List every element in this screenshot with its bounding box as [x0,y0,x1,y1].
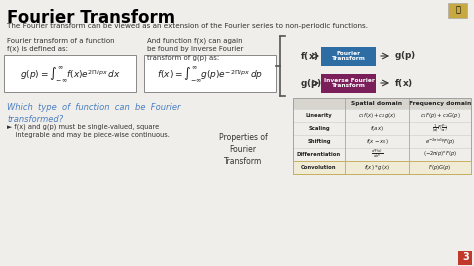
Text: $e^{-2\pi i x_0 p}F(p)$: $e^{-2\pi i x_0 p}F(p)$ [425,136,455,147]
Text: $c_1f(x)+c_2g(x)$: $c_1f(x)+c_2g(x)$ [358,111,396,120]
Text: $f(x-x_0)$: $f(x-x_0)$ [365,137,388,146]
Bar [293,98,471,109]
Text: $\mathbf{g(p)}$: $\mathbf{g(p)}$ [394,49,416,63]
Text: $(-2\pi ip)^n F(p)$: $(-2\pi ip)^n F(p)$ [423,150,457,159]
Bar [293,161,471,174]
Text: Fourier transform of a function
f(x) is defined as:: Fourier transform of a function f(x) is … [7,38,115,52]
Text: $c_1F(p)+c_2G(p)$: $c_1F(p)+c_2G(p)$ [419,111,460,120]
FancyBboxPatch shape [458,251,473,264]
Text: 🏛: 🏛 [456,6,461,15]
Text: And function f(x) can again
be found by Inverse Fourier
transform of g(p) as:: And function f(x) can again be found by … [147,38,243,61]
Text: Inverse Fourier
Transform: Inverse Fourier Transform [324,78,374,88]
FancyBboxPatch shape [321,73,376,93]
Bar [293,98,471,174]
Text: $\frac{d^n\!f(x)}{dx^n}$: $\frac{d^n\!f(x)}{dx^n}$ [371,148,383,161]
Text: $g(p) = \int_{-\infty}^{\infty} f(x)e^{2\Pi ipx}\,dx$: $g(p) = \int_{-\infty}^{\infty} f(x)e^{2… [19,64,120,84]
Text: $\mathbf{f(x)}$: $\mathbf{f(x)}$ [394,77,413,89]
Text: Frequency domain: Frequency domain [409,101,471,106]
Text: $f(x) = \int_{-\infty}^{\infty} g(p)e^{-2\Pi ipx}\,dp$: $f(x) = \int_{-\infty}^{\infty} g(p)e^{-… [157,64,263,84]
Text: Linearity: Linearity [306,113,332,118]
Text: Convolution: Convolution [301,165,337,170]
Text: ► f(x) and g(p) must be single-valued, square
    integrable and may be piece-wi: ► f(x) and g(p) must be single-valued, s… [7,123,170,138]
Text: Scaling: Scaling [308,126,330,131]
Text: 3: 3 [462,252,469,263]
FancyBboxPatch shape [144,55,276,92]
Text: Fourier
Transform: Fourier Transform [332,51,366,61]
Text: Properties of
Fourier
Transform: Properties of Fourier Transform [219,133,267,166]
Text: Shifting: Shifting [307,139,331,144]
Text: Spatial domain: Spatial domain [351,101,402,106]
Bar [293,161,471,174]
Text: $f(x)*g(x)$: $f(x)*g(x)$ [364,163,390,172]
Text: Differentiation: Differentiation [297,152,341,157]
Text: $\frac{1}{|a|}F\!\left(\frac{p}{a}\right)$: $\frac{1}{|a|}F\!\left(\frac{p}{a}\right… [432,123,448,134]
Text: $F(p)G(p)$: $F(p)G(p)$ [428,163,452,172]
Text: $\mathbf{f(x)}$: $\mathbf{f(x)}$ [300,50,319,62]
Text: The Fourier transform can be viewed as an extension of the Fourier series to non: The Fourier transform can be viewed as a… [7,23,368,29]
Text: Which  type  of  function  can  be  Fourier
transformed?: Which type of function can be Fourier tr… [7,103,181,124]
Text: $f(ax)$: $f(ax)$ [370,124,384,133]
FancyBboxPatch shape [321,47,376,65]
Text: Fourier Transform: Fourier Transform [7,9,175,27]
Text: $\mathbf{g(p)}$: $\mathbf{g(p)}$ [300,77,322,89]
FancyBboxPatch shape [4,55,136,92]
FancyBboxPatch shape [448,2,467,18]
